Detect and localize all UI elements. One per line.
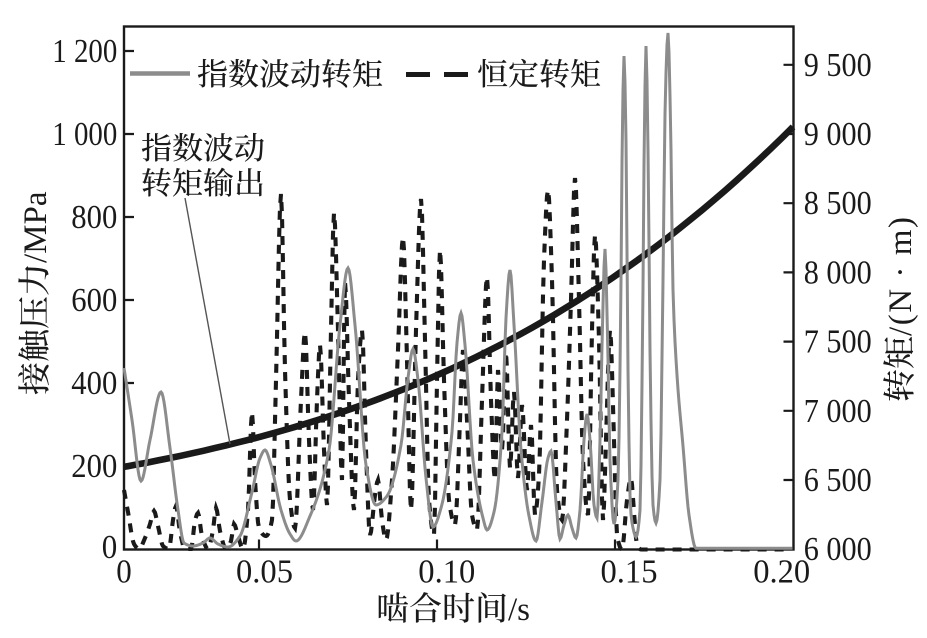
svg-text:6 000: 6 000 — [804, 531, 872, 568]
svg-text:1 000: 1 000 — [52, 116, 117, 153]
svg-text:8 500: 8 500 — [804, 185, 872, 222]
svg-text:0.15: 0.15 — [601, 553, 658, 590]
svg-text:1 200: 1 200 — [52, 33, 117, 70]
svg-text:600: 600 — [71, 282, 117, 319]
svg-text:7 000: 7 000 — [804, 393, 872, 430]
svg-text:0.05: 0.05 — [236, 553, 293, 590]
svg-text:9 500: 9 500 — [804, 47, 872, 84]
svg-text:0: 0 — [102, 529, 118, 566]
svg-text:0: 0 — [116, 553, 132, 590]
svg-text:0.20: 0.20 — [753, 553, 810, 590]
svg-text:0.10: 0.10 — [418, 553, 475, 590]
svg-text:200: 200 — [71, 448, 117, 485]
svg-text:800: 800 — [71, 199, 117, 236]
svg-text:7 500: 7 500 — [804, 324, 872, 361]
svg-text:/(N · m): /(N · m) — [883, 217, 919, 336]
svg-text:/s: /s — [508, 592, 530, 628]
svg-text:6 500: 6 500 — [804, 462, 872, 499]
svg-text:9 000: 9 000 — [804, 116, 872, 153]
svg-text:8 000: 8 000 — [804, 254, 872, 291]
svg-text:400: 400 — [71, 365, 117, 402]
svg-text:/MPa: /MPa — [18, 191, 54, 263]
